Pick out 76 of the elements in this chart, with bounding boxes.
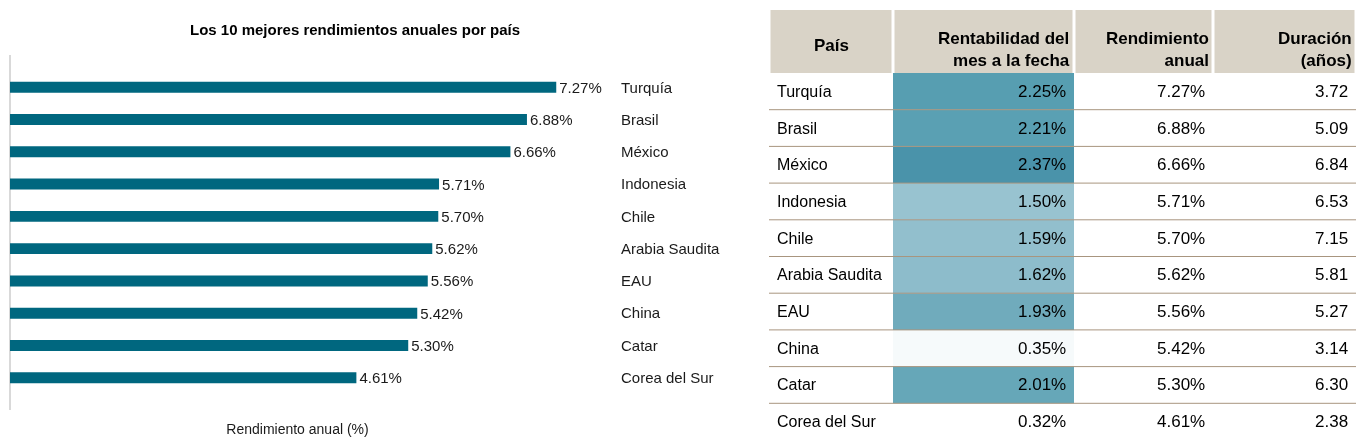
chart-title: Los 10 mejores rendimientos anuales por país	[190, 21, 521, 38]
data-label: 5.30%	[411, 336, 454, 354]
data-label: 5.71%	[1157, 192, 1206, 211]
data-label: 7.27%	[1157, 82, 1206, 101]
y-tick-label: Turquía	[621, 78, 673, 96]
data-label: 5.81	[1315, 265, 1349, 284]
x-tick-label: Rendimiento anual	[1106, 29, 1209, 71]
y-tick-label: Arabia Saudita	[777, 266, 883, 283]
data-label: 6.66%	[1157, 155, 1206, 174]
data-label: 6.66%	[513, 143, 556, 161]
y-tick-label: EAU	[777, 303, 810, 320]
bar	[10, 372, 357, 384]
data-label: 5.56%	[430, 272, 474, 290]
y-tick-label: Turquía	[777, 83, 832, 100]
y-tick-label: Indonesia	[777, 193, 847, 210]
data-label: 5.70%	[1157, 229, 1206, 248]
data-label: 2.25%	[1018, 82, 1067, 101]
y-tick-label: México	[777, 156, 828, 173]
y-tick-label: Arabia Saudita	[621, 239, 721, 257]
data-label: 5.56%	[1157, 302, 1206, 321]
y-tick-label: Brasil	[621, 110, 659, 128]
data-label: 6.88%	[529, 111, 573, 129]
data-label: 7.27%	[559, 78, 602, 96]
data-label: 3.14	[1315, 339, 1349, 358]
y-tick-label: Corea del Sur	[621, 368, 714, 386]
bar	[10, 178, 440, 190]
bar	[10, 307, 418, 319]
bar	[10, 210, 439, 222]
y-tick-label: México	[621, 143, 669, 161]
data-label: 1.93%	[1018, 302, 1067, 321]
data-label: 5.30%	[1157, 375, 1206, 394]
data-label: 4.61%	[359, 369, 402, 387]
data-label: 7.15	[1315, 229, 1349, 248]
data-label: 5.27	[1315, 302, 1349, 321]
bar	[10, 275, 428, 287]
y-tick-label: Indonesia	[621, 175, 687, 193]
bar	[10, 243, 433, 255]
data-label: 4.61%	[1157, 412, 1206, 431]
data-label: 6.53	[1315, 192, 1349, 211]
bar	[10, 146, 511, 158]
bar	[10, 81, 557, 93]
y-tick-label: China	[777, 340, 819, 357]
data-label: 3.72	[1315, 82, 1349, 101]
y-tick-label: Corea del Sur	[777, 413, 877, 430]
data-label: 5.09	[1315, 119, 1349, 138]
data-label: 0.35%	[1018, 339, 1067, 358]
data-label: 5.42%	[420, 304, 463, 322]
data-label: 0.32%	[1018, 412, 1067, 431]
bar	[10, 339, 409, 351]
data-label: 5.62%	[1157, 265, 1206, 284]
data-label: 5.71%	[442, 175, 485, 193]
data-label: 6.88%	[1157, 119, 1206, 138]
x-tick-label: Duración (años)	[1278, 29, 1352, 71]
x-axis-title: Rendimiento anual (%)	[226, 421, 369, 438]
data-label: 2.37%	[1018, 155, 1067, 174]
data-label: 5.62%	[435, 240, 478, 258]
data-label: 5.70%	[441, 207, 484, 225]
data-label: 2.01%	[1018, 375, 1067, 394]
data-label: 5.42%	[1157, 339, 1206, 358]
y-tick-label: Chile	[777, 230, 814, 247]
data-label: 1.50%	[1018, 192, 1067, 211]
y-tick-label: Chile	[621, 207, 656, 225]
data-label: 1.62%	[1018, 265, 1067, 284]
y-tick-label: Catar	[621, 336, 658, 354]
bar	[10, 114, 527, 126]
y-tick-label: China	[621, 304, 661, 322]
data-label: 6.84	[1315, 155, 1349, 174]
y-tick-label: Catar	[777, 376, 817, 393]
data-label: 2.21%	[1018, 119, 1067, 138]
data-label: 1.59%	[1018, 229, 1067, 248]
data-label: 6.30	[1315, 375, 1349, 394]
y-tick-label: Brasil	[777, 120, 818, 137]
y-tick-label: EAU	[621, 272, 652, 290]
data-label: 2.38	[1315, 412, 1349, 431]
x-tick-label: Rentabilidad del mes a la fecha	[938, 29, 1070, 71]
y-axis-title: País	[814, 36, 849, 55]
